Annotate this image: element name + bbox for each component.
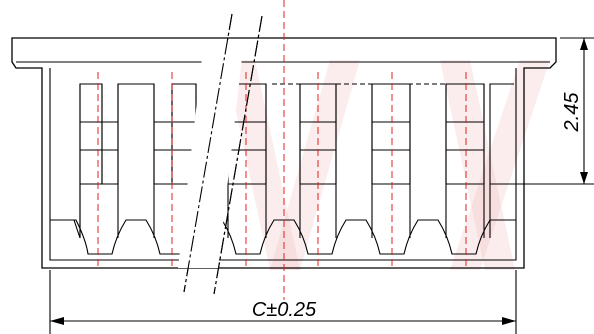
width-label: C±0.25 [252,299,317,321]
centerlines [97,0,467,300]
housing-top-cap [11,37,557,269]
housing-inner-wall [49,68,517,261]
width-dimension: C±0.25 [49,270,517,334]
break-lines [178,13,263,295]
hidden-lines [272,83,447,106]
watermark [225,60,550,270]
height-label: 2.45 [561,92,583,133]
height-dimension: 2.45 [490,37,594,185]
